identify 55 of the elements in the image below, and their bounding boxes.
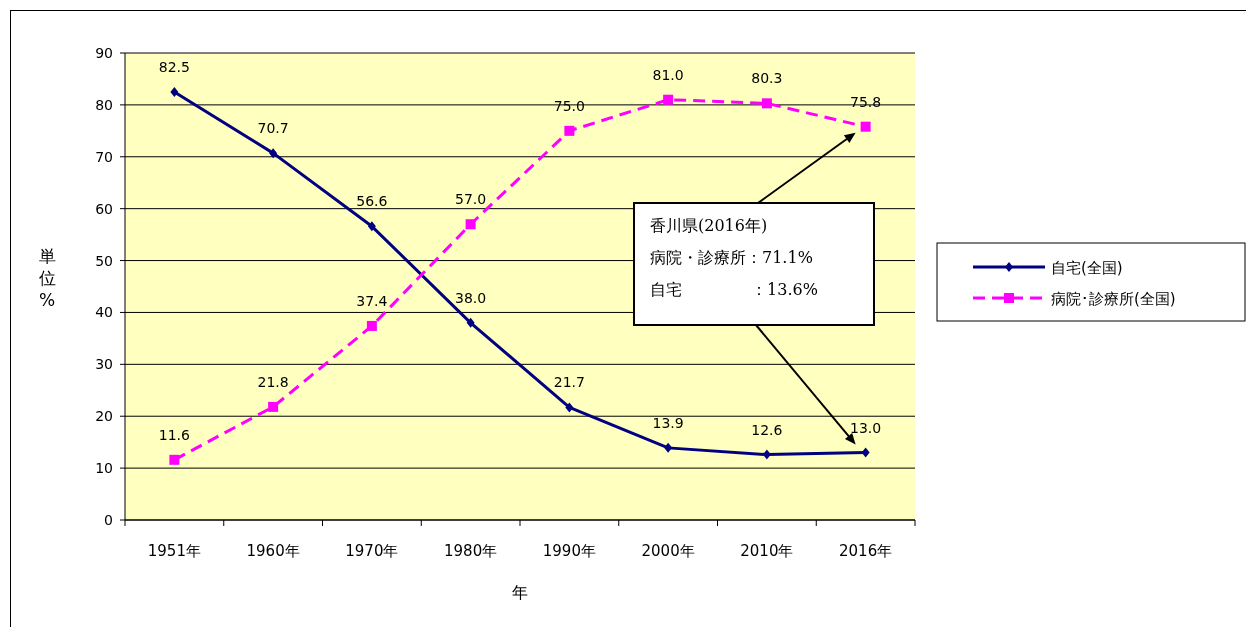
x-axis-title: 年 [512,583,528,602]
point [564,125,575,136]
data-label: 56.6 [356,193,388,210]
point [565,402,574,413]
data-label: 38.0 [455,289,487,306]
point [761,98,772,109]
data-label: 82.5 [158,58,190,75]
y-tick-label: 80 [95,96,113,113]
point [861,447,870,458]
y-axis-title: 単位% [38,246,56,310]
point [268,401,279,412]
annotation: 自宅 ：13.6% [650,280,818,299]
point [466,317,475,328]
point [170,86,179,97]
data-label: 81.0 [652,66,684,83]
data-label: 13.9 [652,414,684,431]
y-tick-label: 70 [95,148,113,165]
y-tick-label: 20 [95,408,113,425]
data-label: 11.6 [158,426,191,443]
x-tick-label: 1990年 [542,542,596,560]
x-tick-label: 1980年 [444,542,498,560]
point [366,320,377,331]
y-tick-label: 90 [95,45,113,61]
data-label: 37.4 [356,292,388,309]
data-label: 12.6 [751,421,783,438]
y-tick-label: 60 [95,200,113,217]
point [367,221,376,232]
point [169,454,180,465]
point [663,94,674,105]
annotation: 香川県(2016年) [650,216,768,235]
legend-label: 自宅(全国) [1051,259,1123,277]
y-tick-label: 10 [95,460,113,477]
point [465,219,476,230]
data-label: 70.7 [257,120,289,137]
y-tick-label: 40 [95,304,113,321]
data-label: 21.7 [553,374,585,391]
y-tick-label: 30 [95,356,113,373]
annotation: 病院・診療所：71.1% [650,248,813,267]
point [860,121,871,132]
x-tick-label: 2016年 [839,542,893,560]
data-label: 57.0 [455,191,487,208]
point [762,449,771,460]
y-tick-label: 50 [95,252,113,269]
x-tick-label: 1951年 [147,542,201,560]
x-tick-label: 2010年 [740,542,794,560]
data-label: 80.3 [751,70,783,87]
point [269,148,278,159]
data-label: 13.0 [850,419,882,436]
legend-label: 病院･診療所(全国) [1051,290,1176,308]
x-tick-label: 1970年 [345,542,399,560]
x-tick-label: 2000年 [641,542,695,560]
point [664,442,673,453]
y-tick-label: 0 [104,512,113,528]
x-tick-label: 1960年 [246,542,300,560]
data-label: 21.8 [257,373,289,390]
